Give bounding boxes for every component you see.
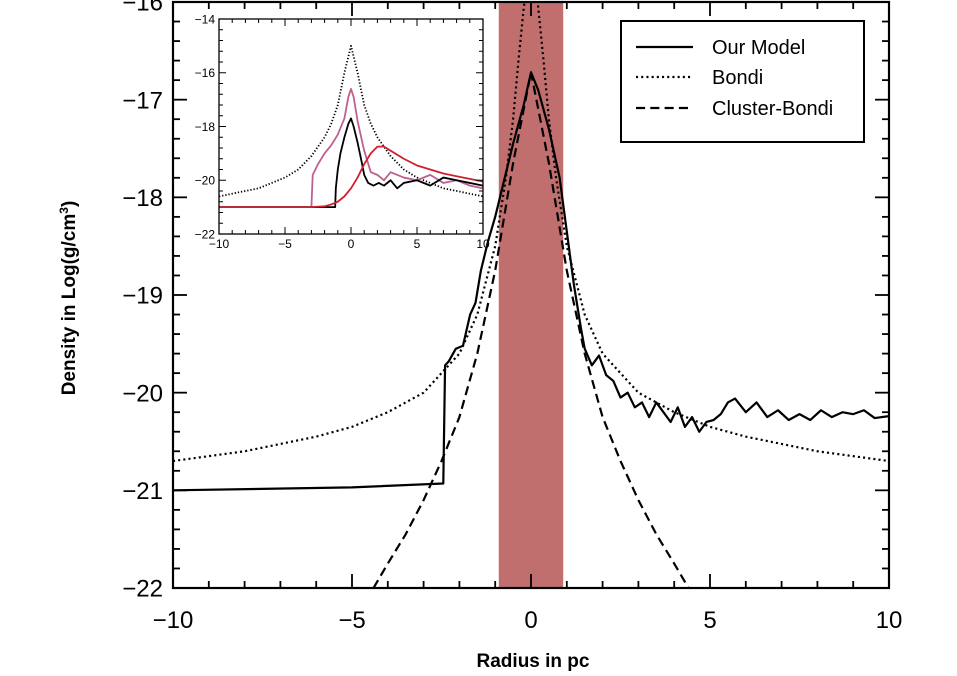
legend-box [620,20,865,143]
main-ytick-label: −22 [122,576,163,603]
main-series-cluster-bondi [372,71,690,588]
main-ytick-label: −21 [122,478,163,505]
inset-ytick-label: −16 [195,66,216,80]
inset-ytick-label: −22 [195,227,216,241]
legend-label-bondi: Bondi [712,67,763,89]
main-xtick-label: −10 [153,607,194,634]
main-xtick-label: 5 [703,607,716,634]
y-axis-title: Density in Log(g/cm3) [57,201,80,396]
main-xtick-label: −5 [338,607,365,634]
main-ytick-label: −18 [122,185,163,212]
inset-xtick-label: 0 [348,237,355,251]
main-series-our-model [173,71,889,492]
inset-plot: −10 −5 0 5 10 −22 −20 −18 −16 −14 [195,12,490,251]
main-xtick-label: 0 [524,607,537,634]
inset-ytick-label: −14 [195,12,216,26]
legend-label-cluster-bondi: Cluster-Bondi [712,98,833,120]
inset-xtick-label: 5 [414,237,421,251]
main-ytick-label: −17 [122,87,163,114]
inset-series-bondi [219,44,483,198]
inset-xtick-label: −5 [278,237,292,251]
inset-xtick-label: 10 [476,237,490,251]
main-series-bondi [173,2,889,463]
y-axis-title-main: Density in Log(g/cm [59,214,80,396]
y-axis-title-suffix: ) [59,201,80,207]
inset-xtick-label: −10 [209,237,230,251]
inset-ytick-label: −20 [195,174,216,188]
main-ytick-label: −16 [122,0,163,17]
legend-label-our-model: Our Model [712,37,805,59]
y-axis-title-superscript: 3 [57,207,71,214]
main-ytick-label: −19 [122,283,163,310]
inset-series-magenta [219,87,483,209]
x-axis-title: Radius in pc [477,651,590,672]
main-xtick-label: 10 [876,607,903,634]
inset-series-black [219,117,483,209]
inset-series-red [219,145,483,209]
legend: Our Model Bondi Cluster-Bondi [620,20,865,143]
main-ytick-label: −20 [122,380,163,407]
shaded-region [498,2,564,588]
inset-ytick-label: −18 [195,120,216,134]
inset-background [219,19,483,234]
